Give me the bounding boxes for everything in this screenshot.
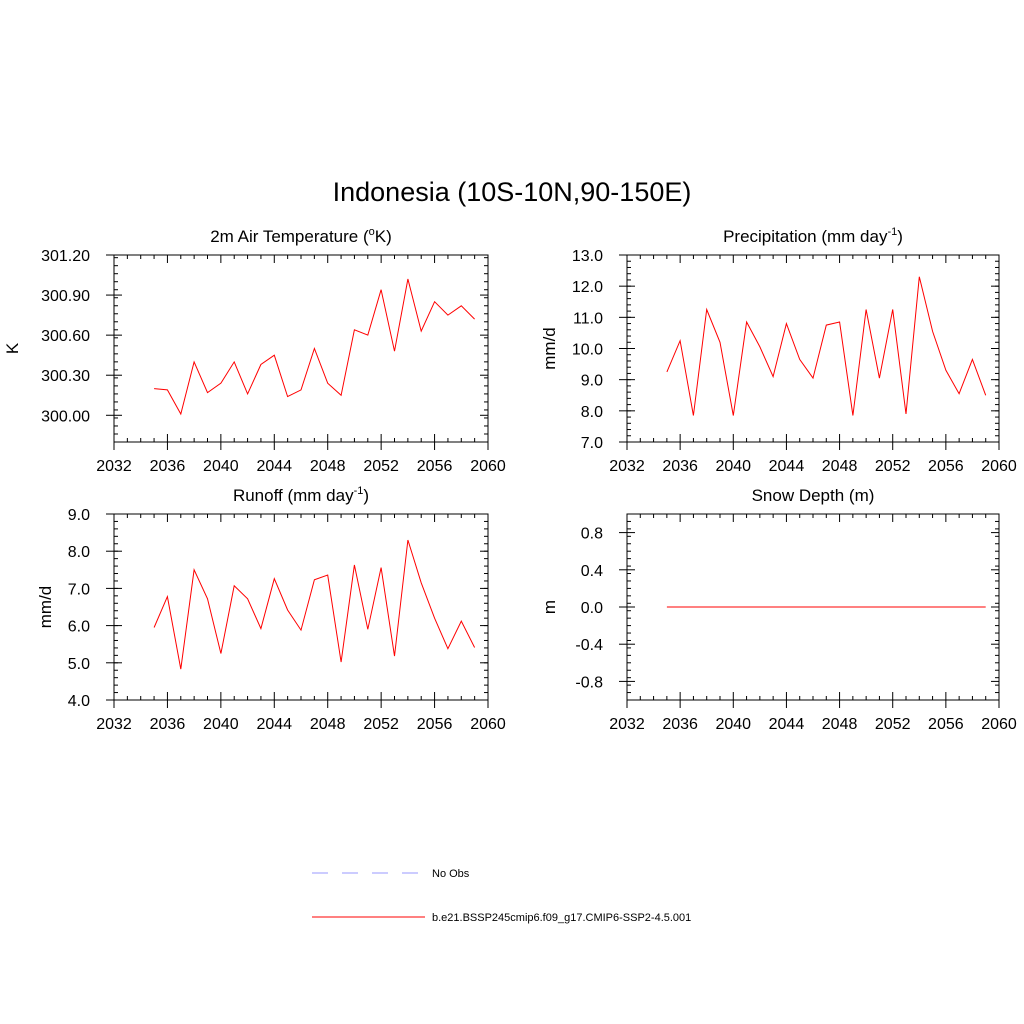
panel-title: Snow Depth (m) (752, 486, 875, 505)
x-tick-label: 2048 (822, 458, 858, 475)
x-tick-label: 2048 (822, 716, 858, 733)
y-tick-label: 8.0 (68, 544, 90, 561)
x-tick-label: 2052 (363, 458, 399, 475)
x-tick-label: 2036 (150, 458, 186, 475)
x-tick-label: 2048 (310, 716, 346, 733)
panel-title-sup: -1 (887, 226, 897, 238)
x-tick-label: 2036 (662, 716, 698, 733)
y-tick-label: 0.8 (581, 526, 603, 543)
x-tick-label: 2040 (203, 716, 239, 733)
panel-title-main: Snow Depth (m) (752, 486, 875, 505)
panel-title: Precipitation (mm day-1) (723, 226, 903, 246)
panel-4: 2032 2036 2040 2044 2048 2052 2056 2060 -0.8 -0.4… (540, 486, 1017, 733)
panel-title: Runoff (mm day-1) (233, 485, 369, 505)
x-tick-label: 2060 (470, 716, 506, 733)
x-tick-label: 2060 (981, 716, 1017, 733)
y-tick-label: 13.0 (572, 248, 603, 265)
x-tick-label: 2048 (310, 458, 346, 475)
x-tick-label: 2032 (96, 458, 132, 475)
y-tick-label: 11.0 (573, 310, 603, 327)
x-tick-label: 2060 (470, 458, 506, 475)
figure-title: Indonesia (10S-10N,90-150E) (333, 177, 692, 207)
y-tick-label: 10.0 (572, 342, 603, 359)
series-line (666, 276, 987, 416)
panel-1: 2032 2036 2040 2044 2048 2052 2056 2060 300.00 30… (3, 226, 506, 475)
y-tick-label: 300.00 (41, 408, 90, 425)
y-tick-label: 8.0 (581, 404, 603, 421)
x-tick-label: 2040 (203, 458, 239, 475)
x-tick-label: 2040 (715, 716, 751, 733)
x-tick-label: 2044 (256, 716, 292, 733)
x-tick-label: 2052 (875, 458, 911, 475)
panel-title-end: ) (363, 486, 369, 505)
series-line (154, 278, 475, 416)
panel-2: 2032 2036 2040 2044 2048 2052 2056 2060 7.0 8.0 9.… (540, 226, 1017, 475)
x-tick-label: 2060 (981, 458, 1017, 475)
y-axis-label: mm/d (540, 327, 559, 370)
y-tick-label: 4.0 (68, 693, 90, 710)
y-tick-label: 300.30 (41, 368, 90, 385)
y-tick-label: 6.0 (68, 619, 90, 636)
panel-title-sup: o (369, 226, 375, 238)
y-axis-label: K (3, 342, 22, 354)
legend: No Obs b.e21.BSSP245cmip6.f09_g17.CMIP6-S… (312, 868, 691, 924)
y-axis-label: mm/d (36, 586, 55, 629)
x-tick-label: 2032 (96, 716, 132, 733)
x-tick-label: 2036 (662, 458, 698, 475)
x-tick-label: 2052 (363, 716, 399, 733)
x-tick-label: 2044 (256, 458, 292, 475)
y-tick-label: 9.0 (581, 373, 603, 390)
y-tick-label: 5.0 (68, 656, 90, 673)
panel-title-main: Runoff (mm day (233, 486, 354, 505)
y-tick-label: 301.20 (41, 248, 90, 265)
series-line (153, 539, 476, 670)
x-tick-label: 2056 (928, 716, 964, 733)
y-tick-label: 7.0 (68, 581, 90, 598)
panel-title-main: 2m Air Temperature ( (210, 227, 369, 246)
y-tick-label: 7.0 (581, 435, 603, 452)
y-tick-label: 300.90 (41, 288, 90, 305)
x-tick-label: 2036 (150, 716, 186, 733)
x-tick-label: 2040 (715, 458, 751, 475)
panel-title-end: ) (897, 227, 903, 246)
panel-3: 2032 2036 2040 2044 2048 2052 2056 2060 4.0 5.0 6.… (36, 485, 506, 733)
panel-title-end: K) (375, 227, 392, 246)
plot-frame (113, 254, 489, 443)
panel-title-main: Precipitation (mm day (723, 227, 888, 246)
y-tick-label: -0.8 (575, 674, 603, 691)
x-tick-label: 2056 (417, 716, 453, 733)
y-tick-label: -0.4 (575, 637, 603, 654)
x-tick-label: 2032 (609, 716, 645, 733)
panel-title: 2m Air Temperature (oK) (210, 226, 392, 246)
legend-label: No Obs (432, 868, 470, 880)
panels: 2032 2036 2040 2044 2048 2052 2056 2060 300.00 30… (3, 226, 1017, 733)
x-tick-label: 2044 (769, 716, 805, 733)
y-tick-label: 12.0 (572, 279, 603, 296)
x-tick-label: 2032 (609, 458, 645, 475)
panel-title-sup: -1 (354, 485, 364, 497)
plot-frame (626, 254, 1000, 443)
y-axis-label: m (540, 600, 559, 614)
x-tick-label: 2052 (875, 716, 911, 733)
y-tick-label: 300.60 (41, 328, 90, 345)
y-tick-label: 0.4 (581, 563, 603, 580)
x-tick-label: 2056 (928, 458, 964, 475)
plot-frame (113, 513, 489, 701)
x-tick-label: 2044 (769, 458, 805, 475)
y-tick-label: 9.0 (68, 507, 90, 524)
x-tick-label: 2056 (417, 458, 453, 475)
legend-label: b.e21.BSSP245cmip6.f09_g17.CMIP6-SSP2-4.… (432, 912, 691, 924)
y-tick-label: 0.0 (581, 600, 603, 617)
